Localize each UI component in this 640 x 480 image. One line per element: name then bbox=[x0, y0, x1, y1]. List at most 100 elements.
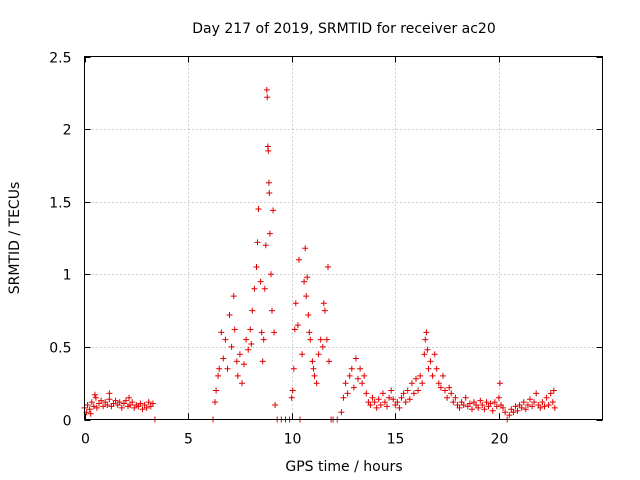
data-point bbox=[224, 365, 231, 372]
data-point bbox=[106, 396, 113, 403]
data-point bbox=[466, 400, 473, 407]
data-point bbox=[241, 361, 247, 368]
y-tick-label: 1 bbox=[63, 268, 72, 284]
data-point bbox=[122, 397, 129, 404]
data-point bbox=[325, 264, 331, 270]
data-point bbox=[483, 399, 490, 406]
data-point bbox=[491, 399, 498, 406]
data-point bbox=[435, 380, 442, 387]
data-point bbox=[417, 372, 424, 379]
data-point bbox=[319, 343, 326, 350]
data-point bbox=[216, 365, 223, 372]
data-point bbox=[304, 274, 311, 281]
data-point bbox=[424, 346, 431, 353]
data-point bbox=[251, 285, 258, 292]
data-point bbox=[100, 403, 107, 410]
data-point bbox=[302, 245, 309, 252]
data-point bbox=[90, 403, 97, 410]
data-point bbox=[269, 307, 275, 314]
data-point bbox=[500, 404, 506, 411]
data-point bbox=[262, 242, 269, 249]
data-point bbox=[265, 147, 272, 154]
data-point bbox=[545, 402, 552, 408]
x-tick-label: 20 bbox=[491, 432, 509, 448]
data-point bbox=[270, 207, 277, 214]
data-point bbox=[288, 394, 295, 401]
data-point bbox=[222, 336, 229, 343]
data-point bbox=[524, 402, 531, 408]
data-point bbox=[87, 410, 94, 417]
data-point bbox=[266, 230, 273, 237]
data-point bbox=[265, 179, 272, 186]
x-tick-label: 15 bbox=[387, 432, 405, 448]
data-point bbox=[126, 394, 132, 401]
data-point bbox=[253, 264, 260, 270]
data-point bbox=[311, 372, 318, 379]
data-point bbox=[259, 358, 266, 365]
data-point bbox=[363, 390, 370, 397]
data-point bbox=[402, 399, 409, 406]
data-point bbox=[145, 399, 152, 406]
data-point bbox=[260, 336, 267, 343]
data-point bbox=[243, 336, 250, 343]
data-point bbox=[394, 399, 401, 406]
data-point bbox=[400, 390, 407, 397]
data-point bbox=[487, 400, 494, 407]
data-point bbox=[346, 372, 353, 379]
data-point bbox=[388, 387, 395, 394]
plot-frame bbox=[84, 56, 603, 420]
data-point bbox=[104, 402, 111, 408]
data-point bbox=[226, 312, 233, 318]
data-point bbox=[310, 365, 317, 372]
data-point bbox=[404, 387, 411, 394]
data-point bbox=[533, 390, 540, 397]
data-point bbox=[502, 409, 509, 416]
data-point bbox=[479, 402, 486, 408]
data-point bbox=[305, 312, 312, 318]
data-point bbox=[309, 358, 316, 365]
data-point bbox=[313, 380, 320, 387]
data-point bbox=[321, 307, 328, 314]
grid bbox=[84, 56, 603, 420]
data-point bbox=[118, 404, 125, 411]
data-point bbox=[510, 409, 517, 416]
data-point bbox=[233, 358, 240, 365]
data-point bbox=[149, 400, 156, 407]
data-point bbox=[452, 394, 459, 401]
data-point bbox=[377, 402, 384, 408]
data-point bbox=[406, 396, 413, 403]
data-point bbox=[379, 390, 386, 397]
data-point bbox=[255, 206, 262, 212]
data-points bbox=[81, 86, 558, 423]
data-point bbox=[98, 397, 105, 404]
data-point bbox=[522, 406, 529, 413]
data-point bbox=[495, 394, 502, 401]
data-point bbox=[493, 403, 500, 410]
data-point bbox=[84, 402, 91, 408]
data-point bbox=[254, 239, 261, 246]
data-point bbox=[369, 394, 376, 401]
chart-title: Day 217 of 2019, SRMTID for receiver ac2… bbox=[192, 21, 496, 37]
data-point bbox=[361, 372, 368, 379]
data-point bbox=[266, 190, 273, 196]
data-point bbox=[425, 365, 432, 372]
data-point bbox=[268, 271, 274, 278]
x-tick-label: 5 bbox=[184, 432, 193, 448]
data-point bbox=[261, 285, 268, 292]
data-point bbox=[355, 375, 361, 382]
data-point bbox=[291, 326, 298, 333]
data-point bbox=[367, 402, 374, 408]
data-point bbox=[272, 402, 279, 408]
data-point bbox=[350, 384, 357, 391]
y-tick-label: 1.5 bbox=[49, 196, 71, 212]
data-point bbox=[296, 256, 302, 263]
data-point bbox=[236, 351, 243, 358]
data-point bbox=[419, 380, 426, 387]
data-point bbox=[529, 403, 536, 410]
data-point bbox=[421, 351, 428, 358]
data-point bbox=[248, 341, 255, 347]
data-point bbox=[301, 278, 308, 285]
data-point bbox=[228, 343, 235, 350]
data-point bbox=[448, 390, 455, 397]
axis-ticks bbox=[84, 56, 603, 421]
